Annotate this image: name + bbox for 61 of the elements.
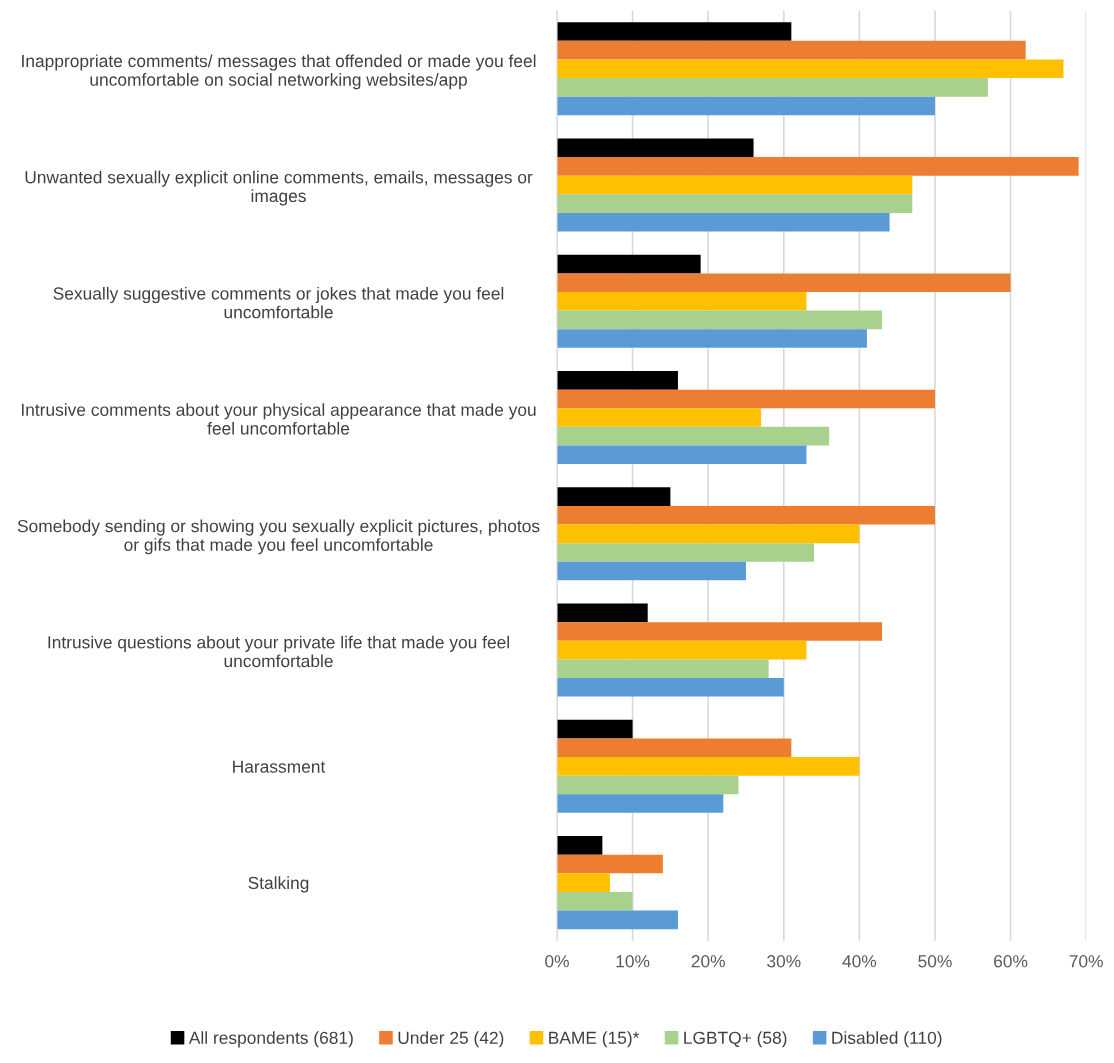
bar bbox=[557, 408, 762, 427]
y-tick-label: Unwanted sexually explicit online comments, emails, messages or images bbox=[25, 170, 533, 206]
bar bbox=[557, 254, 701, 274]
bar bbox=[557, 78, 988, 97]
legend-label: All respondents (681) bbox=[188, 1031, 353, 1048]
bar bbox=[557, 640, 807, 660]
bar bbox=[557, 40, 1026, 60]
x-tick-label: 50% bbox=[918, 955, 952, 968]
bar bbox=[557, 157, 1079, 176]
x-tick-label: 0% bbox=[545, 955, 569, 968]
y-tick-label: Intrusive questions about your private life that made you feel uncomfortable bbox=[48, 635, 509, 668]
bar bbox=[557, 59, 1064, 79]
bar bbox=[557, 794, 724, 813]
bar bbox=[557, 487, 671, 506]
bar bbox=[557, 677, 784, 697]
bar bbox=[557, 310, 883, 330]
x-tick-label: 20% bbox=[691, 955, 725, 968]
bar bbox=[557, 138, 754, 158]
bar bbox=[557, 445, 807, 465]
bar bbox=[557, 910, 678, 930]
bar bbox=[557, 389, 935, 409]
y-tick-label: Stalking bbox=[248, 876, 309, 893]
bar bbox=[557, 561, 746, 581]
bar bbox=[557, 22, 792, 41]
bar bbox=[557, 854, 663, 874]
bar bbox=[557, 371, 678, 390]
y-tick-label: Harassment bbox=[233, 760, 326, 773]
bar bbox=[557, 426, 830, 446]
bar bbox=[557, 757, 860, 776]
x-tick-label: 70% bbox=[1069, 955, 1103, 968]
bar bbox=[557, 194, 913, 213]
x-tick-label: 60% bbox=[994, 955, 1028, 968]
legend-label: LGBTQ+ (58) bbox=[684, 1031, 787, 1048]
bar bbox=[557, 603, 648, 623]
y-tick-label: Inappropriate comments/ messages that offended or made you feel uncomfortable on social networking websites/app bbox=[22, 54, 536, 90]
legend-label: Disabled (110) bbox=[832, 1031, 942, 1048]
bar bbox=[557, 175, 913, 195]
y-tick-label: Intrusive comments about your physical appearance that made you feel uncomfortable bbox=[21, 403, 536, 435]
bar bbox=[557, 291, 807, 311]
x-tick-label: 10% bbox=[616, 955, 650, 968]
bar bbox=[557, 873, 610, 892]
bar bbox=[557, 775, 739, 795]
bar bbox=[557, 659, 769, 678]
x-tick-label: 30% bbox=[767, 955, 801, 968]
bar bbox=[557, 524, 860, 544]
bar bbox=[557, 719, 633, 739]
y-tick-label: Somebody sending or showing you sexually explicit pictures, photos or gifs that made you feel uncomfortable bbox=[17, 519, 540, 555]
bar bbox=[557, 96, 935, 116]
legend-label: Under 25 (42) bbox=[398, 1031, 504, 1048]
bar bbox=[557, 738, 792, 758]
legend-label: BAME (15)* bbox=[549, 1031, 640, 1048]
bar bbox=[557, 505, 935, 525]
bar bbox=[557, 543, 815, 562]
bar bbox=[557, 329, 867, 348]
bar bbox=[557, 836, 603, 855]
bar bbox=[557, 891, 633, 911]
bar bbox=[557, 273, 1011, 292]
bar bbox=[557, 212, 890, 232]
bar bbox=[557, 622, 883, 641]
x-tick-label: 40% bbox=[842, 955, 877, 968]
y-tick-label: Sexually suggestive comments or jokes that made you feel uncomfortable bbox=[53, 286, 504, 319]
